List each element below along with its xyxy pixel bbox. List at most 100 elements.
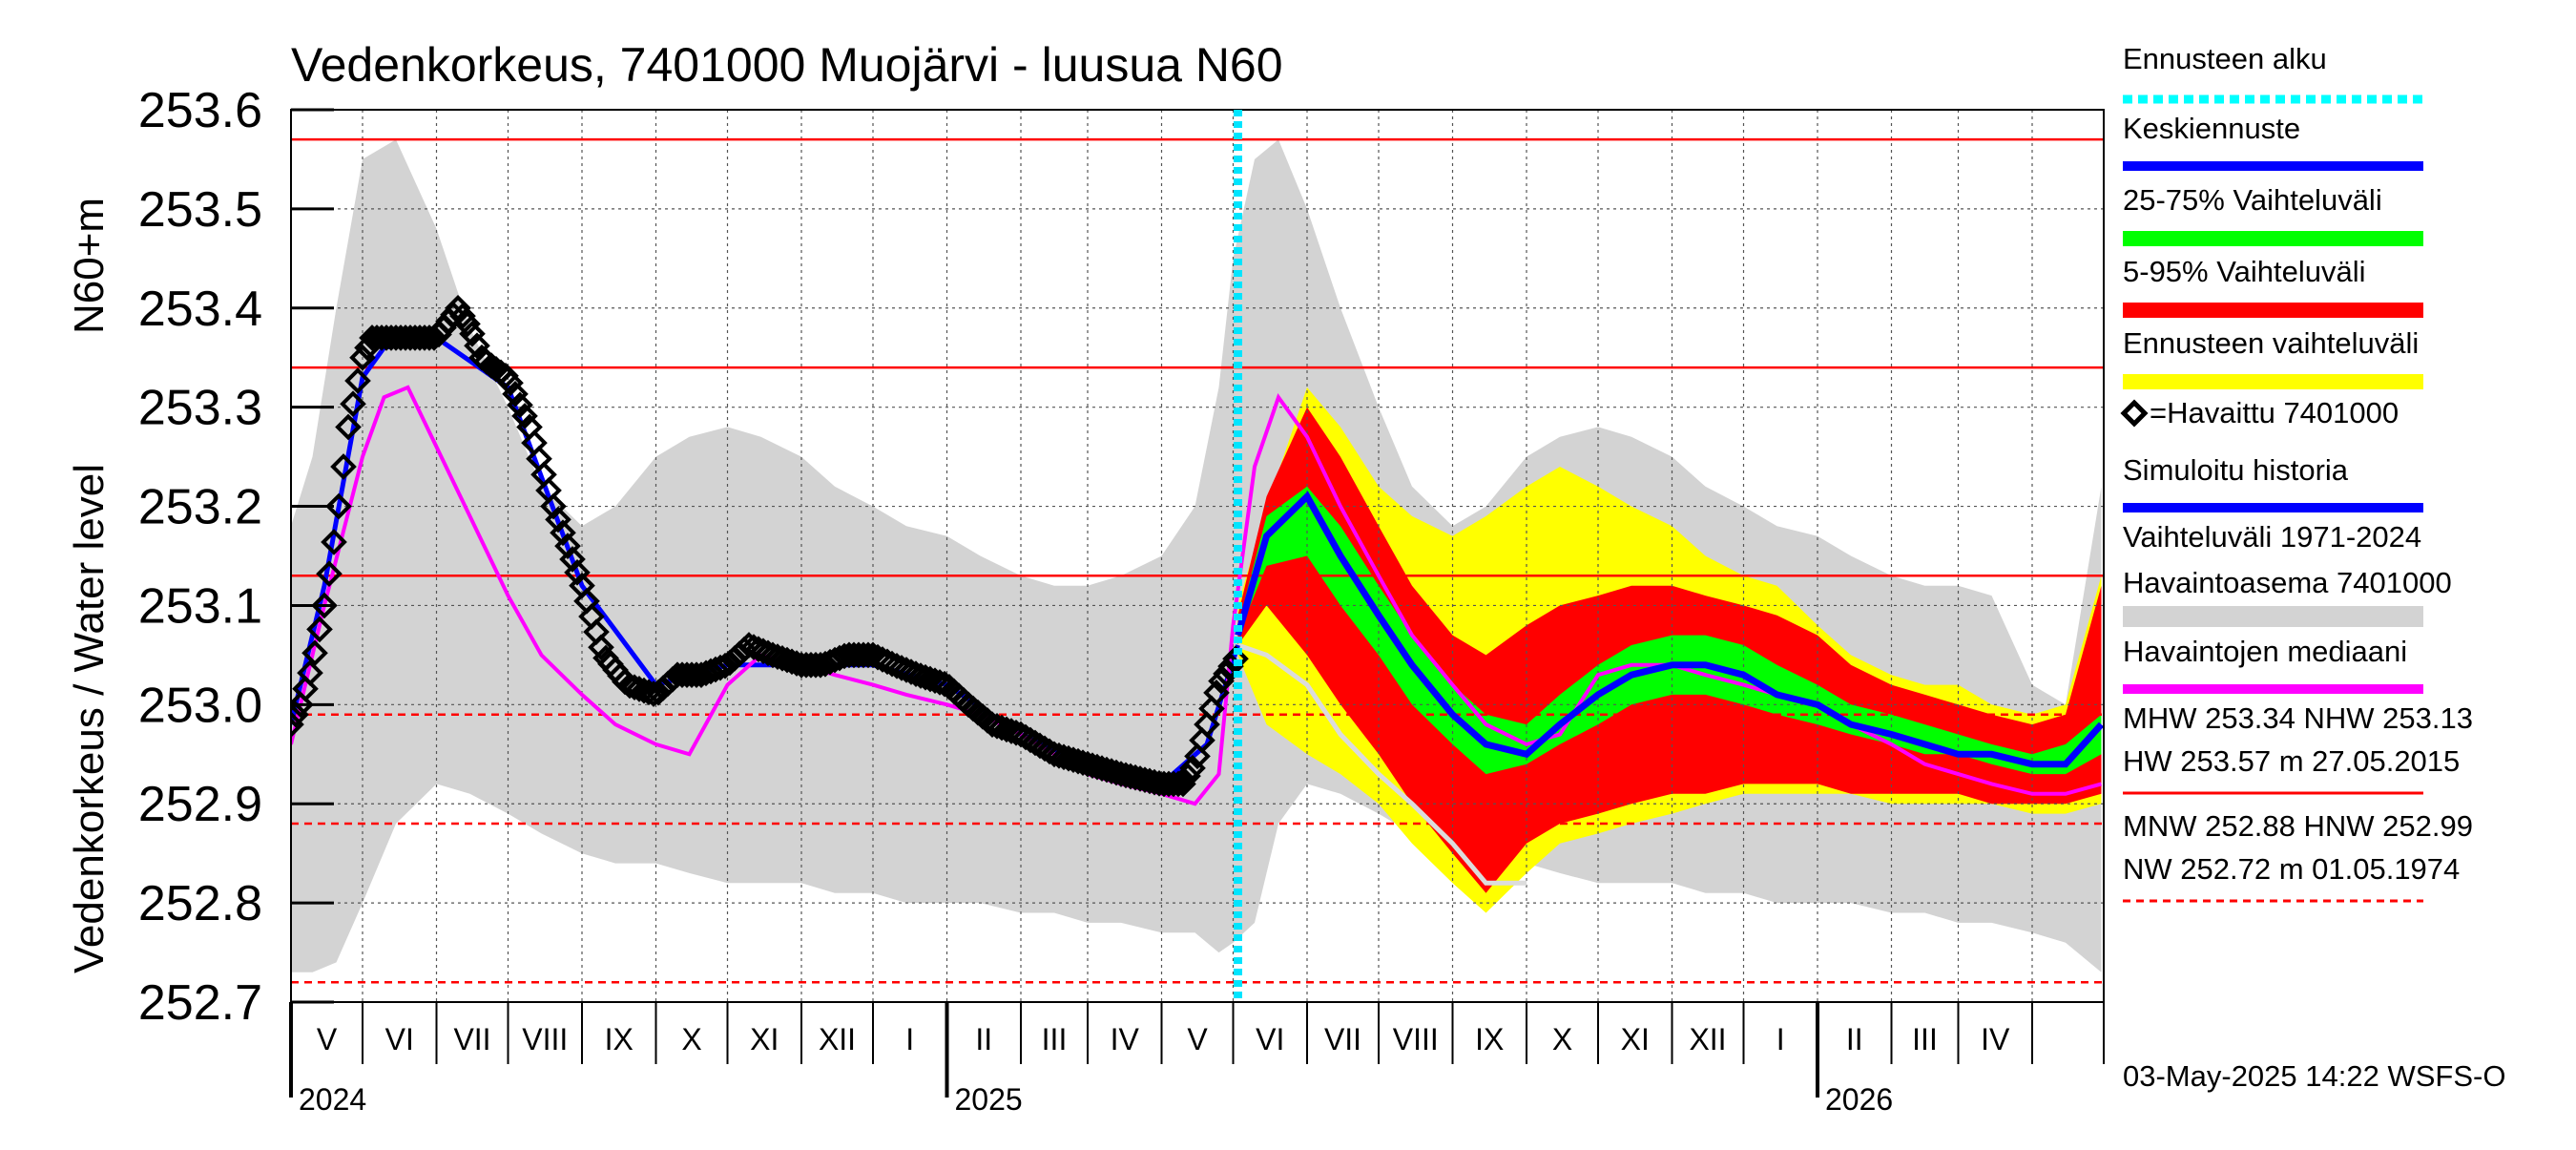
range-bands: [291, 139, 2102, 972]
legend-swatch-band: [2123, 303, 2423, 318]
x-month-label: X: [681, 1022, 701, 1056]
y-tick-label: 252.8: [138, 876, 262, 931]
observed-point: [554, 533, 581, 559]
legend: Ennusteen alku Keskiennuste 25-75% Vaihtel…: [2120, 42, 2473, 903]
x-month-label: X: [1552, 1022, 1572, 1056]
y-tick-label: 253.6: [138, 83, 262, 138]
y-axis-unit: N60+m: [66, 198, 113, 334]
x-year-label: 2025: [955, 1082, 1023, 1117]
observed-point: [449, 303, 476, 329]
observed-point: [1170, 770, 1196, 798]
legend-swatch-line: [2123, 684, 2423, 694]
x-month-label: XI: [750, 1022, 779, 1056]
x-month-label: VII: [453, 1022, 490, 1056]
legend-label: Vaihteluväli 1971-2024: [2123, 520, 2421, 554]
x-month-label: III: [1042, 1022, 1068, 1056]
observed-point: [511, 403, 538, 429]
y-tick-label: 253.0: [138, 678, 262, 733]
observed-point: [540, 492, 567, 520]
observed-point: [1213, 660, 1239, 687]
x-month-label: VI: [1256, 1022, 1284, 1056]
y-tick-label: 253.4: [138, 282, 262, 337]
observed-point: [416, 324, 443, 351]
observed-point: [335, 413, 362, 441]
legend-label: =Havaittu 7401000: [2150, 396, 2399, 429]
chart-title: Vedenkorkeus, 7401000 Muojärvi - luusua …: [291, 38, 1283, 92]
observed-point: [301, 639, 328, 667]
legend-stat-line: HW 253.57 m 27.05.2015: [2123, 744, 2460, 778]
observed-point: [325, 492, 352, 520]
y-tick-label: 252.7: [138, 975, 262, 1031]
observed-point: [683, 661, 710, 688]
y-tick-label: 253.2: [138, 480, 262, 535]
observed-point: [1198, 695, 1225, 722]
y-tick-label: 253.3: [138, 381, 262, 436]
x-month-label: IV: [1981, 1022, 2010, 1056]
forecast-mean-line: [1235, 491, 2104, 768]
x-month-label: VIII: [1393, 1022, 1439, 1056]
observed-point: [292, 675, 319, 702]
observed-point: [1174, 763, 1201, 789]
x-month-label: II: [975, 1022, 992, 1056]
observed-point: [502, 380, 529, 408]
y-tick-label: 252.9: [138, 777, 262, 832]
reference-lines: [291, 137, 2104, 984]
observed-point: [440, 301, 467, 328]
x-month-label: IV: [1111, 1022, 1140, 1056]
legend-swatch-line: [2123, 503, 2423, 512]
legend-label: Havaintojen mediaani: [2123, 635, 2407, 668]
observed-point: [330, 453, 357, 480]
observed-point: [497, 369, 524, 397]
observed-point: [344, 367, 371, 394]
x-month-label: VIII: [522, 1022, 568, 1056]
observed-point: [321, 529, 347, 555]
x-year-label: 2026: [1825, 1082, 1893, 1117]
observed-point: [1222, 645, 1249, 673]
legend-swatch-band: [2123, 231, 2423, 246]
observed-point: [564, 558, 591, 586]
x-month-label: IX: [1475, 1022, 1504, 1056]
observed-point: [1208, 667, 1235, 695]
legend-stat-line: MHW 253.34 NHW 253.13: [2123, 701, 2473, 735]
x-month-label: I: [1776, 1022, 1785, 1056]
observed-point: [454, 310, 481, 338]
y-axis-label: Vedenkorkeus / Water level: [66, 464, 113, 973]
observed-point: [507, 391, 533, 419]
x-month-label: XII: [1689, 1022, 1726, 1056]
x-month-label: VI: [385, 1022, 414, 1056]
x-month-label: VII: [1324, 1022, 1361, 1056]
x-axis: V VI VII VIII IX X XI XII I II III IV V VI VII VIII IX X X…: [289, 1001, 2105, 1117]
observed-point: [411, 324, 438, 351]
legend-label: Keskiennuste: [2123, 112, 2300, 145]
x-month-label: I: [905, 1022, 914, 1056]
observed-point: [340, 390, 366, 418]
observed-point: [291, 691, 314, 719]
footer-timestamp: 03-May-2025 14:22 WSFS-O: [2123, 1059, 2505, 1093]
single-scenario-line: [1236, 642, 1527, 886]
legend-label: 25-75% Vaihteluväli: [2123, 183, 2382, 217]
observed-point: [545, 506, 571, 533]
x-month-label: II: [1846, 1022, 1863, 1056]
observed-point: [311, 592, 338, 619]
observed-point: [459, 320, 486, 347]
legend-label: Ennusteen alku: [2123, 42, 2327, 75]
observed-point: [559, 546, 586, 573]
observed-point: [640, 680, 667, 707]
legend-label: Ennusteen vaihteluväli: [2123, 326, 2419, 360]
x-month-label: XII: [819, 1022, 856, 1056]
observed-point: [306, 616, 333, 643]
observed-markers: [291, 294, 1249, 798]
legend-swatch-band: [2123, 606, 2423, 627]
x-year-label: 2024: [299, 1082, 366, 1117]
observed-point: [464, 332, 490, 360]
legend-label: Simuloitu historia: [2123, 453, 2349, 487]
x-month-label: V: [1187, 1022, 1208, 1056]
legend-swatch-band: [2123, 374, 2423, 389]
observed-point: [550, 519, 576, 547]
y-tick-label: 253.5: [138, 182, 262, 238]
x-month-label: III: [1912, 1022, 1938, 1056]
legend-label: 5-95% Vaihteluväli: [2123, 255, 2365, 288]
observed-point: [1184, 742, 1211, 770]
